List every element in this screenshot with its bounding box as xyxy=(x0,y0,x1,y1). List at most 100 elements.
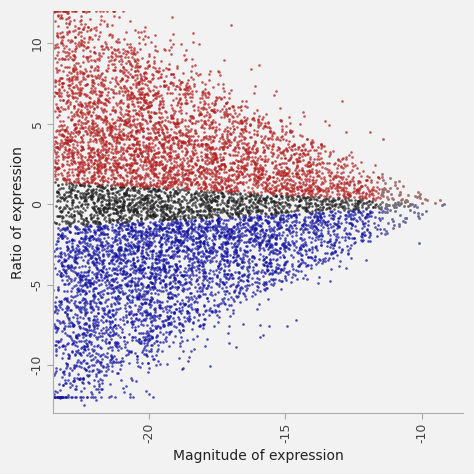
Point xyxy=(97,241,105,249)
Point xyxy=(227,87,234,94)
Point xyxy=(112,343,120,350)
Point xyxy=(122,107,130,114)
Point xyxy=(52,328,59,336)
Point xyxy=(162,108,170,116)
Point xyxy=(330,213,337,220)
Point xyxy=(261,122,268,130)
Point xyxy=(90,284,97,292)
Point xyxy=(246,148,254,155)
Point xyxy=(198,91,205,99)
Point xyxy=(386,184,393,192)
Point xyxy=(85,164,92,172)
Point xyxy=(147,265,155,273)
Point xyxy=(169,118,177,126)
Point xyxy=(132,145,140,152)
Point xyxy=(64,304,72,312)
Point xyxy=(116,315,124,323)
Point xyxy=(307,139,314,147)
Point xyxy=(226,282,234,290)
Point xyxy=(117,259,125,267)
Point xyxy=(380,207,387,214)
Point xyxy=(226,124,233,132)
Point xyxy=(170,197,178,204)
Point xyxy=(71,191,79,199)
Point xyxy=(77,345,84,352)
Point xyxy=(91,49,98,56)
Point xyxy=(109,93,117,100)
Point xyxy=(170,210,177,218)
Point xyxy=(283,164,291,172)
Point xyxy=(125,251,132,258)
Point xyxy=(173,244,181,252)
Point xyxy=(176,236,184,243)
Point xyxy=(244,257,252,265)
Point xyxy=(168,202,175,210)
Point xyxy=(262,179,270,187)
Point xyxy=(148,261,156,269)
Point xyxy=(206,133,214,141)
Point xyxy=(147,238,155,246)
Point xyxy=(148,254,155,262)
Point xyxy=(110,359,118,366)
Point xyxy=(61,294,68,301)
Point xyxy=(119,112,127,119)
Point xyxy=(64,137,72,144)
Point xyxy=(173,119,180,127)
Point xyxy=(95,209,103,217)
Point xyxy=(122,274,129,282)
Point xyxy=(139,252,146,259)
Point xyxy=(299,153,306,160)
Point xyxy=(208,292,215,299)
Point xyxy=(277,116,284,124)
Point xyxy=(282,146,290,153)
Point xyxy=(394,199,402,206)
Point xyxy=(73,288,81,295)
Point xyxy=(149,283,156,291)
Point xyxy=(87,302,95,310)
Point xyxy=(106,218,113,226)
Point xyxy=(161,153,168,161)
Point xyxy=(267,190,274,197)
Point xyxy=(223,144,231,151)
Point xyxy=(152,164,159,172)
Point xyxy=(236,227,243,234)
Point xyxy=(55,337,62,345)
Point xyxy=(82,191,90,198)
Point xyxy=(314,226,322,234)
Point xyxy=(276,148,284,156)
Point xyxy=(160,77,168,85)
Point xyxy=(73,332,80,340)
Point xyxy=(353,189,360,197)
Point xyxy=(90,104,98,112)
Point xyxy=(120,191,128,198)
Point xyxy=(59,194,67,202)
Point xyxy=(301,196,309,204)
Point xyxy=(75,362,83,369)
Point xyxy=(80,7,87,15)
Point xyxy=(77,152,85,160)
Point xyxy=(222,223,229,230)
Point xyxy=(82,197,89,204)
Point xyxy=(97,359,104,367)
Point xyxy=(278,132,285,140)
Point xyxy=(115,122,123,130)
Point xyxy=(255,213,263,220)
Point xyxy=(142,191,150,199)
Point xyxy=(295,202,303,210)
Point xyxy=(69,87,76,94)
Point xyxy=(395,201,403,209)
Point xyxy=(116,222,124,229)
Point xyxy=(120,120,128,128)
Point xyxy=(117,153,125,161)
Point xyxy=(163,125,171,132)
Point xyxy=(171,133,179,140)
Point xyxy=(410,202,418,210)
Point xyxy=(154,90,161,97)
Point xyxy=(108,257,115,264)
Point xyxy=(78,166,85,174)
Point xyxy=(209,189,217,196)
Point xyxy=(150,339,158,346)
Point xyxy=(129,152,137,159)
Point xyxy=(85,367,92,375)
Point xyxy=(244,276,251,283)
